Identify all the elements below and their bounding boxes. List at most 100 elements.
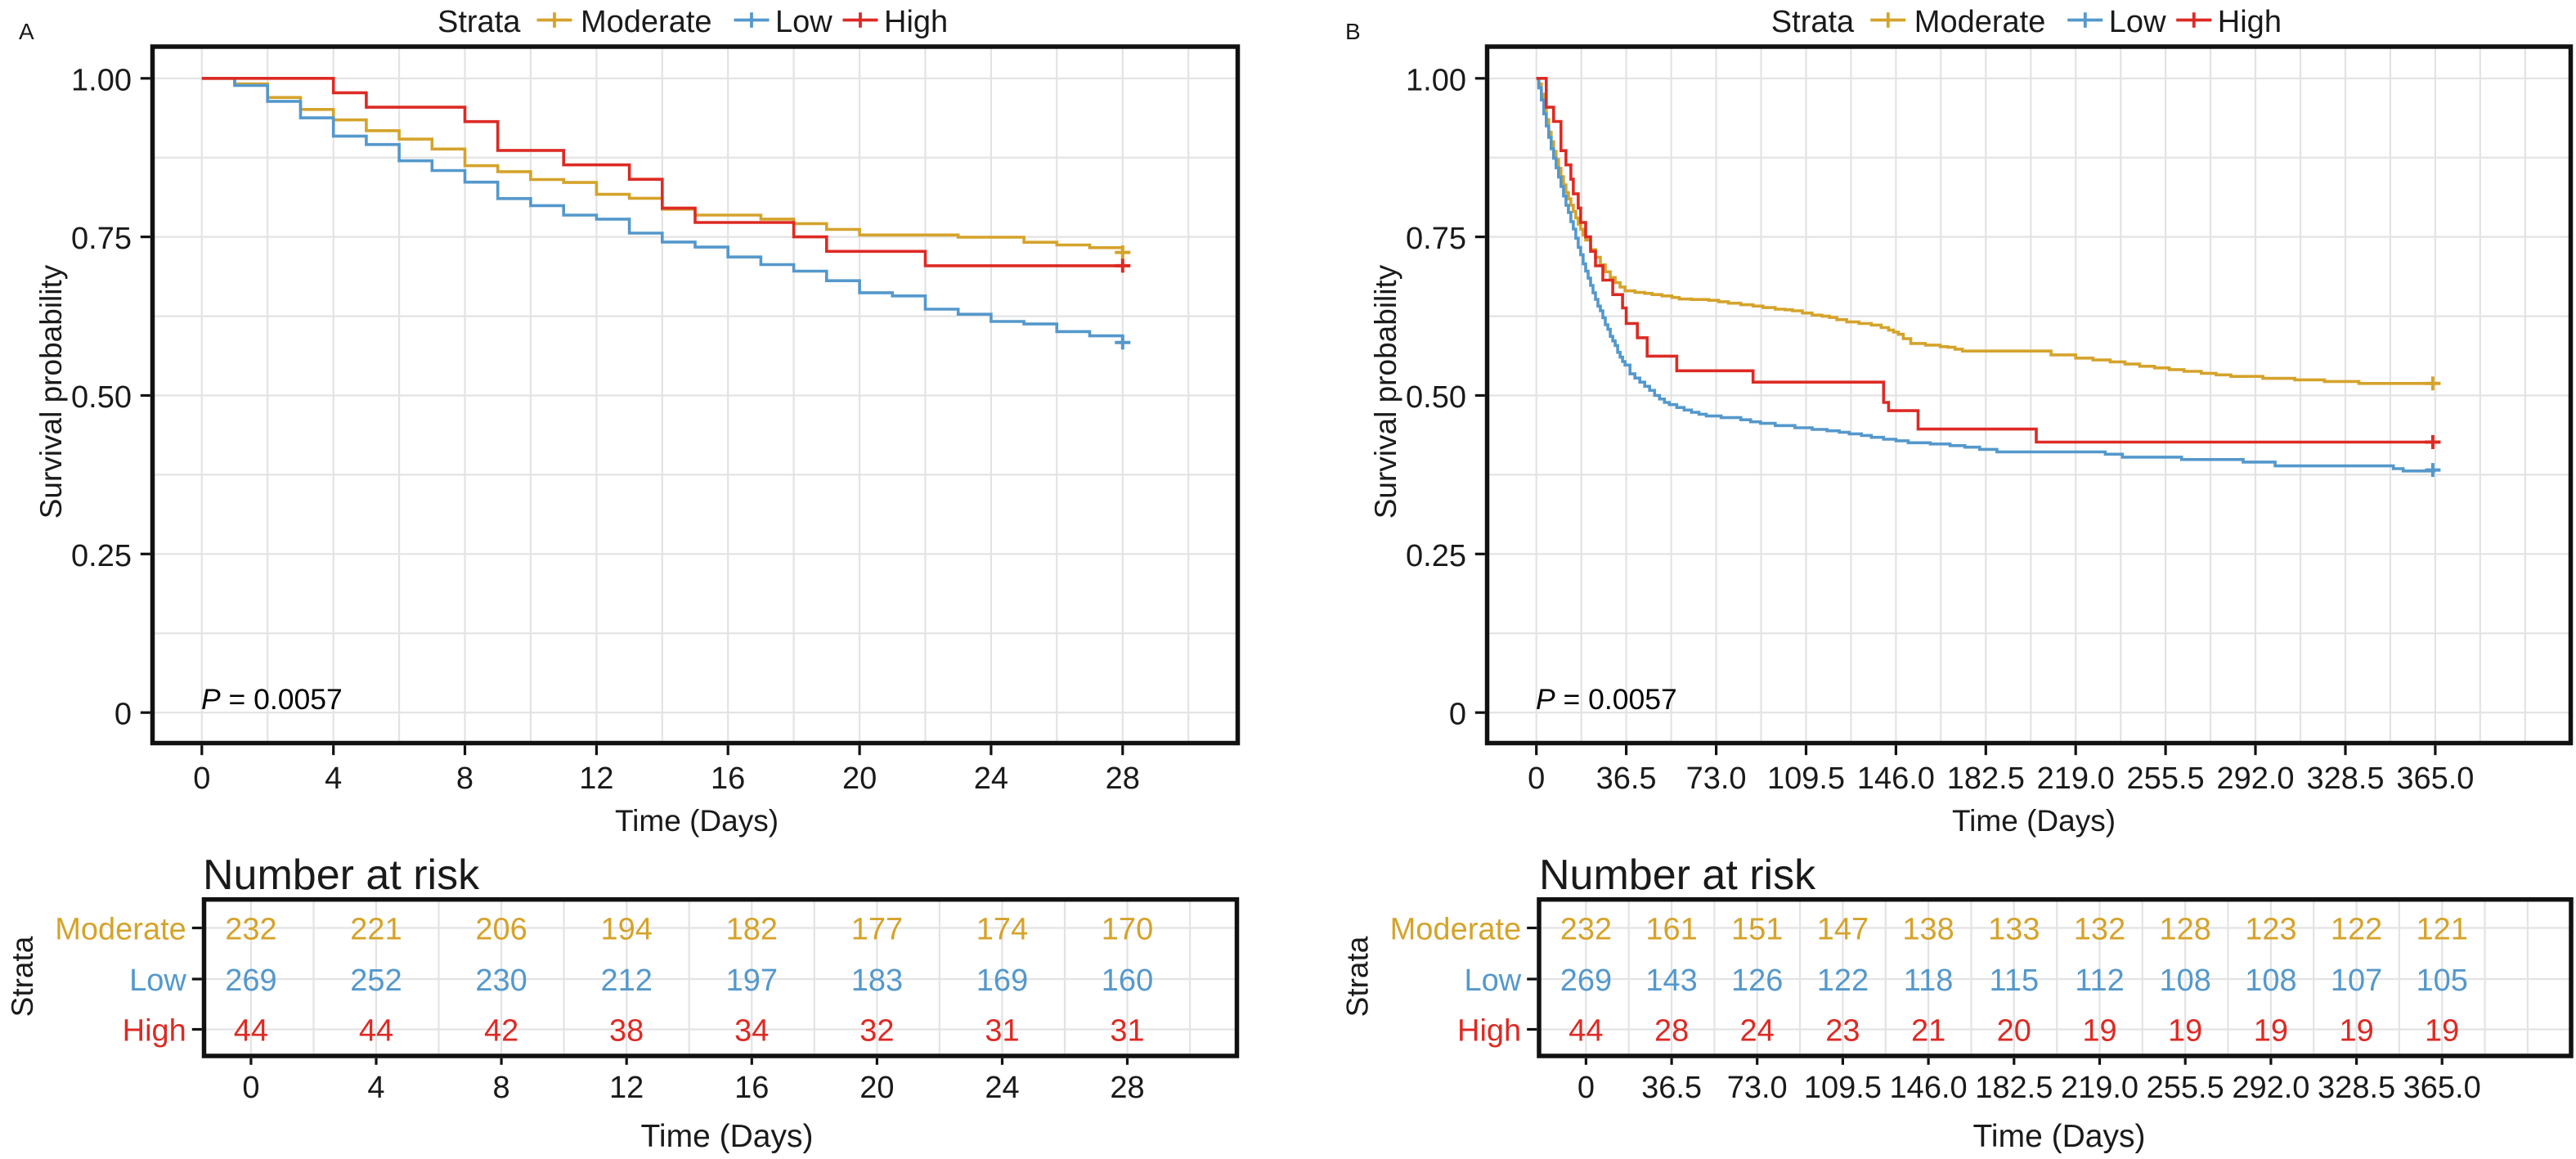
svg-text:0: 0	[242, 1071, 259, 1105]
svg-text:19: 19	[2425, 1014, 2459, 1049]
svg-text:36.5: 36.5	[1641, 1071, 1702, 1105]
svg-text:182: 182	[726, 913, 778, 947]
svg-text:255.5: 255.5	[2127, 761, 2205, 796]
svg-text:Low: Low	[2109, 5, 2166, 39]
svg-text:115: 115	[1990, 964, 2040, 998]
svg-text:Survival probability: Survival probability	[1369, 264, 1402, 519]
svg-text:1.00: 1.00	[71, 63, 132, 97]
svg-text:108: 108	[2245, 964, 2296, 998]
svg-text:219.0: 219.0	[2061, 1071, 2138, 1105]
svg-text:151: 151	[1731, 913, 1783, 947]
svg-text:19: 19	[2082, 1014, 2116, 1049]
svg-text:109.5: 109.5	[1767, 761, 1845, 796]
svg-text:146.0: 146.0	[1857, 761, 1935, 796]
svg-text:Strata: Strata	[438, 5, 521, 39]
svg-text:High: High	[1457, 1014, 1521, 1049]
svg-text:73.0: 73.0	[1686, 761, 1747, 796]
svg-text:183: 183	[851, 964, 903, 998]
svg-text:161: 161	[1645, 913, 1697, 947]
svg-text:High: High	[2218, 5, 2282, 39]
svg-text:4: 4	[367, 1071, 384, 1105]
svg-text:292.0: 292.0	[2216, 761, 2294, 796]
svg-text:123: 123	[2245, 913, 2296, 947]
svg-text:169: 169	[976, 964, 1028, 998]
svg-text:20: 20	[859, 1071, 894, 1105]
svg-text:38: 38	[609, 1014, 644, 1049]
svg-text:P = 0.0057: P = 0.0057	[201, 683, 343, 716]
svg-text:0.50: 0.50	[71, 380, 132, 415]
svg-text:122: 122	[2331, 913, 2382, 947]
svg-text:44: 44	[1568, 1014, 1603, 1049]
svg-text:0: 0	[193, 761, 210, 796]
svg-text:292.0: 292.0	[2232, 1071, 2309, 1105]
svg-text:194: 194	[600, 913, 652, 947]
svg-text:Strata: Strata	[6, 936, 39, 1017]
svg-text:32: 32	[859, 1014, 894, 1049]
svg-text:12: 12	[579, 761, 613, 796]
svg-text:182.5: 182.5	[1975, 1071, 2053, 1105]
svg-text:Time (Days): Time (Days)	[641, 1119, 814, 1154]
svg-text:170: 170	[1102, 913, 1153, 947]
svg-text:High: High	[884, 5, 948, 39]
svg-text:174: 174	[976, 913, 1028, 947]
svg-text:21: 21	[1911, 1014, 1945, 1049]
svg-text:20: 20	[1997, 1014, 2031, 1049]
svg-text:147: 147	[1817, 913, 1869, 947]
svg-text:Time (Days): Time (Days)	[1952, 804, 2116, 838]
svg-text:Strata: Strata	[1771, 5, 1855, 39]
svg-text:221: 221	[350, 913, 402, 947]
svg-text:8: 8	[493, 1071, 510, 1105]
svg-text:Low: Low	[775, 5, 832, 39]
svg-text:232: 232	[225, 913, 276, 947]
svg-text:365.0: 365.0	[2403, 1071, 2481, 1105]
svg-text:0.75: 0.75	[71, 222, 132, 256]
svg-text:0: 0	[1449, 698, 1466, 732]
svg-text:365.0: 365.0	[2396, 761, 2474, 796]
svg-text:0: 0	[1528, 761, 1545, 796]
svg-text:Moderate: Moderate	[1390, 913, 1522, 947]
svg-text:219.0: 219.0	[2037, 761, 2115, 796]
svg-text:19: 19	[2168, 1014, 2202, 1049]
svg-text:4: 4	[325, 761, 342, 796]
svg-text:8: 8	[456, 761, 473, 796]
svg-text:108: 108	[2159, 964, 2210, 998]
svg-text:0.75: 0.75	[1406, 222, 1466, 256]
svg-text:A: A	[19, 19, 34, 44]
svg-text:212: 212	[600, 964, 652, 998]
svg-text:Moderate: Moderate	[1914, 5, 2046, 39]
svg-text:112: 112	[2075, 964, 2125, 998]
svg-text:232: 232	[1560, 913, 1612, 947]
svg-text:206: 206	[475, 913, 527, 947]
svg-text:Strata: Strata	[1341, 936, 1375, 1017]
svg-text:328.5: 328.5	[2306, 761, 2384, 796]
svg-text:31: 31	[1110, 1014, 1144, 1049]
svg-text:143: 143	[1645, 964, 1697, 998]
svg-text:Time (Days): Time (Days)	[615, 804, 779, 838]
svg-text:133: 133	[1988, 913, 2040, 947]
svg-text:138: 138	[1902, 913, 1954, 947]
svg-text:High: High	[123, 1014, 186, 1049]
svg-text:118: 118	[1904, 964, 1954, 998]
svg-text:122: 122	[1817, 964, 1869, 998]
svg-text:269: 269	[225, 964, 276, 998]
svg-text:Time (Days): Time (Days)	[1973, 1119, 2146, 1154]
svg-text:12: 12	[609, 1071, 644, 1105]
svg-text:28: 28	[1106, 761, 1140, 796]
svg-text:328.5: 328.5	[2318, 1071, 2395, 1105]
svg-text:24: 24	[1740, 1014, 1775, 1049]
svg-text:P = 0.0057: P = 0.0057	[1536, 683, 1677, 716]
svg-text:Number at risk: Number at risk	[203, 851, 480, 899]
svg-text:109.5: 109.5	[1804, 1071, 1882, 1105]
svg-text:0.25: 0.25	[1406, 539, 1466, 573]
svg-text:0.50: 0.50	[1406, 380, 1466, 415]
svg-text:146.0: 146.0	[1890, 1071, 1968, 1105]
svg-text:34: 34	[734, 1014, 769, 1049]
svg-text:24: 24	[974, 761, 1008, 796]
svg-text:31: 31	[985, 1014, 1019, 1049]
svg-text:230: 230	[475, 964, 527, 998]
svg-text:0.25: 0.25	[71, 539, 132, 573]
svg-text:16: 16	[734, 1071, 769, 1105]
svg-text:Low: Low	[129, 964, 186, 998]
svg-text:Moderate: Moderate	[581, 5, 712, 39]
svg-text:28: 28	[1110, 1071, 1144, 1105]
